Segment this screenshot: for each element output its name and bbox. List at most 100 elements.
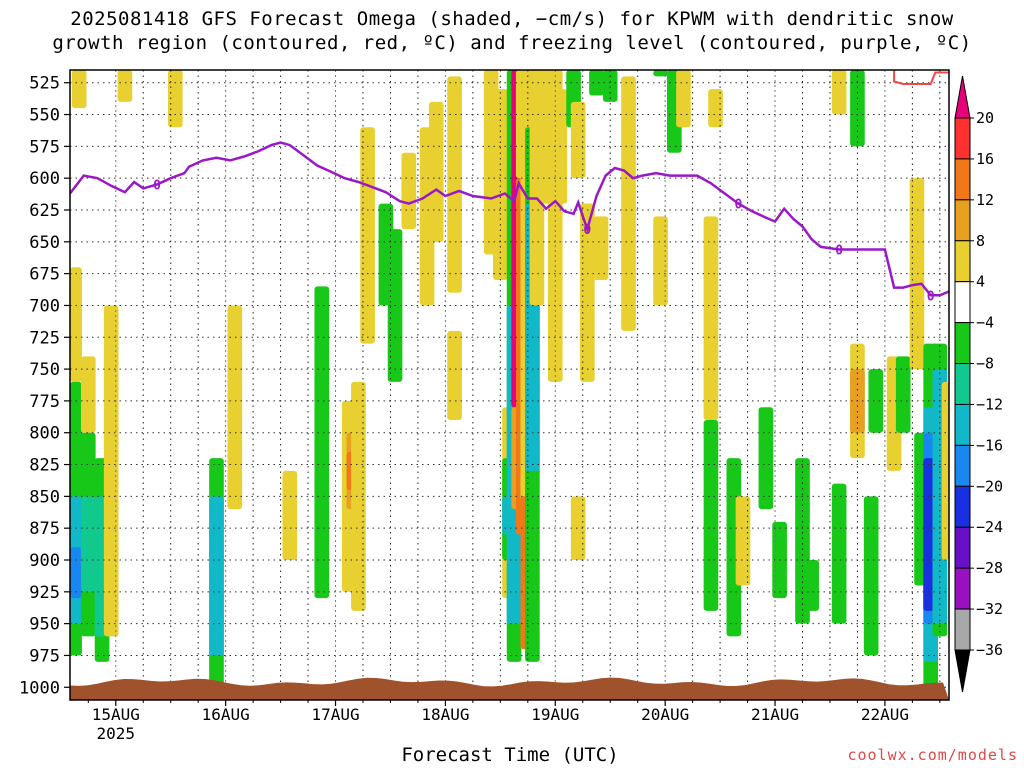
colorbar-label: 4 [976,273,985,291]
omega-cell [80,356,96,433]
chart-title-line-2: growth region (contoured, red, ºC) and f… [52,32,972,54]
colorbar-bin [954,322,971,365]
terrain-fill [70,677,949,700]
source-credit: coolwx.com/models [847,746,1018,764]
y-tick-label: 850 [29,487,60,507]
colorbar-label: −36 [976,641,1003,659]
omega-cell [80,496,96,592]
y-tick-label: 875 [29,519,60,539]
y-tick-label: 800 [29,424,60,444]
colorbar-label: −20 [976,477,1003,495]
colorbar-label: −16 [976,436,1003,454]
x-tick-label: 15AUG [92,705,140,724]
dendritic-growth-contour [893,70,949,85]
colorbar-bin [954,281,971,324]
colorbar-label: 12 [976,191,994,209]
omega-cell [602,70,618,102]
omega-cell [493,89,508,280]
colorbar-label: −12 [976,395,1003,413]
omega-cell [703,420,719,611]
freezing-level-label: 0 [835,243,843,258]
x-tick-label: 18AUG [421,705,469,724]
y-tick-label: 725 [29,328,60,348]
colorbar-bin [954,526,971,569]
omega-cell [570,101,586,179]
x-year-label: 2025 [97,724,136,743]
omega-cell [360,127,375,344]
x-axis-label: Forecast Time (UTC) [401,744,619,766]
colorbar-label: −32 [976,600,1003,618]
y-tick-label: 650 [29,233,60,253]
y-tick-label: 925 [29,583,60,603]
omega-cell [850,70,865,147]
omega-cell [282,470,298,560]
omega-cell [653,216,668,306]
colorbar-top-arrow [954,75,971,119]
x-tick-label: 22AUG [861,705,909,724]
colorbar-label: 20 [976,109,994,127]
omega-cell [570,496,586,560]
omega-cell [227,305,243,510]
omega-cell [804,560,819,611]
freezing-level-labels: 0 0 0 0 0 [153,179,935,305]
colorbar: 20 16 12 8 4 −4 −8 −12 −16 −20 −24 −28 −32 −36 [954,75,1003,693]
colorbar-bin [954,444,971,487]
colorbar-bin [954,485,971,528]
omega-cell [831,483,847,624]
colorbar-label: 8 [976,232,985,250]
omega-cell [70,267,82,382]
colorbar-label: −28 [976,559,1003,577]
y-tick-label: 900 [29,551,60,571]
y-tick-label: 600 [29,169,60,189]
colorbar-bin [954,240,971,283]
omega-cell [863,496,879,656]
omega-cell [653,70,668,77]
freezing-level-label: 0 [153,179,161,194]
colorbar-bottom-arrow [954,649,971,693]
x-tick-label: 19AUG [531,705,579,724]
omega-cell [589,70,604,96]
colorbar-bin [954,199,971,242]
omega-cell [676,70,691,128]
omega-cell [593,216,609,280]
y-tick-label: 550 [29,106,60,126]
y-tick-label: 775 [29,392,60,412]
omega-cell [71,70,87,109]
colorbar-label: −24 [976,518,1003,536]
omega-cell [401,152,417,230]
omega-cell [735,496,751,586]
omega-cell [117,70,133,102]
y-tick-label: 1000 [19,678,60,698]
pressure-axis: 525 550 575 600 625 650 675 700 725 750 775 800 825 8… [19,74,70,698]
y-tick-label: 975 [29,646,60,666]
freezing-level-label: 0 [734,198,742,213]
y-tick-label: 625 [29,201,60,221]
freezing-level-label: 0 [927,289,935,304]
plot-frame [69,69,950,701]
omega-shading-layer [70,70,949,688]
colorbar-label: 16 [976,150,994,168]
grid-layer [70,70,949,700]
colorbar-bin [954,403,971,446]
omega-cell [621,76,636,331]
omega-cell [703,216,719,420]
omega-cell [167,70,183,128]
y-tick-label: 675 [29,265,60,285]
omega-cell [868,369,884,433]
colorbar-bin [954,158,971,201]
colorbar-bin [954,567,971,610]
y-tick-label: 700 [29,296,60,316]
colorbar-bin [954,363,971,405]
y-tick-label: 575 [29,137,60,157]
omega-cell [447,76,462,293]
omega-cell [941,381,949,560]
omega-cell [580,203,595,382]
y-tick-label: 750 [29,360,60,380]
omega-cell [909,178,925,370]
x-tick-label: 21AUG [751,705,799,724]
omega-cell [708,89,723,128]
y-tick-label: 825 [29,456,60,476]
omega-cell [103,305,119,637]
x-tick-label: 16AUG [202,705,250,724]
